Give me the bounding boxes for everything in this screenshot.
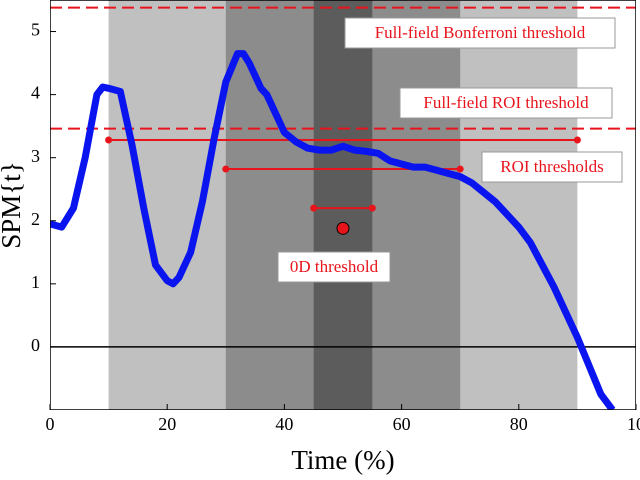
x-axis-label: Time (%) (291, 445, 394, 475)
x-tick-label: 40 (275, 414, 293, 434)
roi-endpoint (368, 204, 376, 212)
y-tick-label: 3 (31, 146, 40, 166)
label-box (277, 251, 391, 283)
y-tick-label: 5 (31, 20, 40, 40)
y-tick-label: 2 (31, 209, 40, 229)
y-tick-label: 4 (31, 83, 40, 103)
x-tick-label: 10 (627, 414, 640, 434)
x-tick-label: 0 (46, 414, 55, 434)
label-box (399, 87, 613, 119)
label-box (344, 17, 616, 49)
point-estimate (336, 221, 350, 235)
plot-area (50, 0, 636, 410)
annotation: 0D threshold (290, 257, 379, 276)
y-axis-label: SPM{t} (0, 161, 26, 248)
y-tick-label: 1 (31, 272, 40, 292)
annotation: Full-field ROI threshold (423, 93, 589, 112)
x-tick-label: 20 (158, 414, 176, 434)
data-line (50, 50, 616, 410)
x-tick-label: 80 (510, 414, 528, 434)
roi-endpoint (573, 136, 581, 144)
label-box (481, 151, 623, 183)
region (313, 0, 373, 410)
roi-endpoint (222, 165, 230, 173)
y-tick-label: 0 (31, 335, 40, 355)
annotation: ROI thresholds (500, 157, 603, 176)
x-tick-label: 60 (393, 414, 411, 434)
roi-endpoint (105, 136, 113, 144)
annotation: Full-field Bonferroni threshold (375, 23, 586, 42)
roi-endpoint (310, 204, 318, 212)
roi-endpoint (456, 165, 464, 173)
